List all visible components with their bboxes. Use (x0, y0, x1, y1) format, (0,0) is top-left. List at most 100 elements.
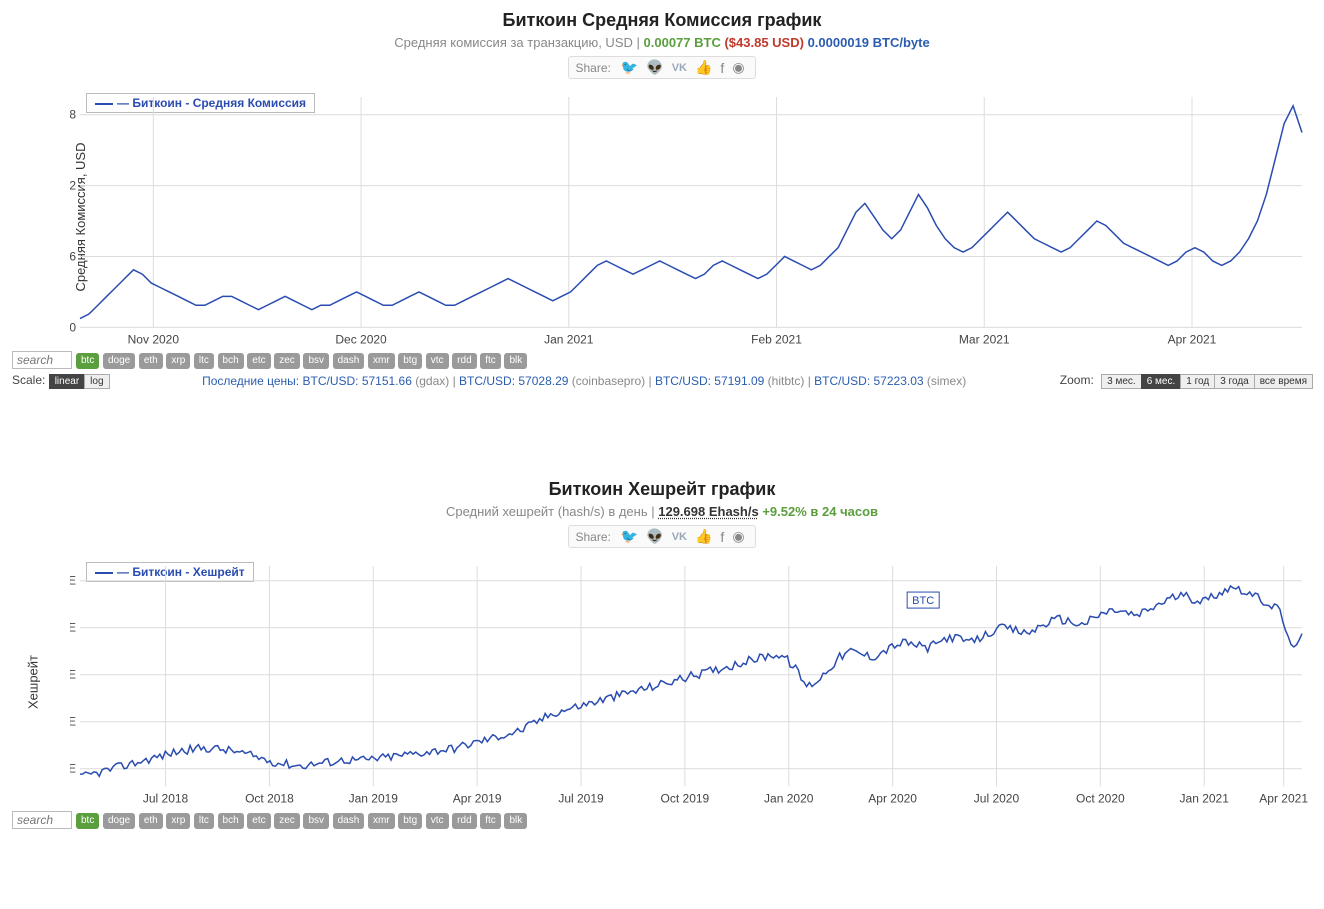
svg-text:Nov 2020: Nov 2020 (128, 332, 180, 346)
share-box: Share: 🐦 👽 VK 👍 f ◉ (568, 56, 755, 79)
facebook-icon[interactable]: f (720, 529, 724, 545)
facebook-icon[interactable]: f (720, 60, 724, 76)
svg-text:Jan 2021: Jan 2021 (544, 332, 594, 346)
coin-pill-bch[interactable]: bch (218, 353, 244, 369)
svg-text:Feb 2021: Feb 2021 (751, 332, 802, 346)
zoom-option[interactable]: 3 мес. (1101, 374, 1142, 389)
svg-text:Apr 2021: Apr 2021 (1168, 332, 1217, 346)
svg-text:Jan 2021: Jan 2021 (1180, 792, 1230, 806)
hashrate-change: +9.52% в 24 часов (762, 504, 878, 519)
coin-pill-blk[interactable]: blk (504, 813, 527, 829)
coin-pill-blk[interactable]: blk (504, 353, 527, 369)
svg-text:BTC: BTC (912, 595, 934, 607)
coin-pill-vtc[interactable]: vtc (426, 353, 449, 369)
coin-pill-eth[interactable]: eth (139, 353, 163, 369)
svg-text:Jan 2019: Jan 2019 (349, 792, 399, 806)
coin-pill-doge[interactable]: doge (103, 353, 135, 369)
coin-pill-vtc[interactable]: vtc (426, 813, 449, 829)
hashrate-chart-block: Биткоин Хешрейт график Средний хешрейт (… (0, 469, 1324, 828)
hashrate-chart-subtitle: Средний хешрейт (hash/s) в день | 129.69… (0, 504, 1324, 519)
svg-text:Jan 2020: Jan 2020 (764, 792, 814, 806)
hashrate-ylabel: Хешрейт (26, 655, 41, 709)
fee-value-btc: 0.00077 BTC (644, 35, 721, 50)
coin-pill-btc[interactable]: btc (76, 353, 99, 369)
svg-text:Apr 2021: Apr 2021 (1259, 792, 1308, 806)
hashrate-plot[interactable]: 32E 64E 96E 128E 160E Jul 2018 Oct 2018 Jan 201… (70, 556, 1312, 806)
svg-text:Jul 2018: Jul 2018 (143, 792, 189, 806)
coin-pill-xmr[interactable]: xmr (368, 353, 395, 369)
scale-log[interactable]: log (84, 374, 109, 389)
coin-pill-xrp[interactable]: xrp (166, 353, 190, 369)
svg-text:Jul 2020: Jul 2020 (974, 792, 1020, 806)
hashrate-chart-area: — Биткоин - Хешрейт Хешрейт 32E64E96E128… (12, 556, 1312, 806)
coin-pill-doge[interactable]: doge (103, 813, 135, 829)
coin-pill-xmr[interactable]: xmr (368, 813, 395, 829)
zoom-option[interactable]: 6 мес. (1141, 374, 1182, 389)
coin-pill-bsv[interactable]: bsv (303, 813, 329, 829)
reddit-icon[interactable]: 👽 (646, 528, 663, 545)
twitter-icon[interactable]: 🐦 (621, 59, 638, 76)
svg-text:160E: 160E (70, 574, 76, 588)
svg-text:32: 32 (70, 179, 76, 193)
coin-pill-btg[interactable]: btg (398, 813, 422, 829)
search-input[interactable] (12, 351, 72, 369)
scale-linear[interactable]: linear (49, 374, 85, 389)
coin-pill-rdd[interactable]: rdd (452, 353, 476, 369)
twitter-icon[interactable]: 🐦 (621, 528, 638, 545)
search-input[interactable] (12, 811, 72, 829)
hashrate-subtitle-prefix: Средний хешрейт (hash/s) в день (446, 504, 648, 519)
fee-plot[interactable]: 0163248Nov 2020Dec 2020Jan 2021Feb 2021M… (70, 87, 1312, 347)
hashrate-coin-row: btc doge eth xrp ltc bch etc zec bsv das… (12, 811, 1312, 829)
fee-subtitle-prefix: Средняя комиссия за транзакцию, USD (394, 35, 633, 50)
vk-icon[interactable]: VK (672, 531, 687, 543)
svg-text:Jul 2019: Jul 2019 (558, 792, 604, 806)
coin-pill-bch[interactable]: bch (218, 813, 244, 829)
svg-text:Mar 2021: Mar 2021 (959, 332, 1010, 346)
vk-icon[interactable]: VK (672, 62, 687, 74)
coin-pill-ltc[interactable]: ltc (194, 353, 214, 369)
coin-pill-zec[interactable]: zec (274, 813, 300, 829)
fee-chart-area: — Биткоин - Средняя Комиссия Средняя Ком… (12, 87, 1312, 347)
coin-pill-dash[interactable]: dash (333, 813, 365, 829)
svg-text:128E: 128E (70, 621, 76, 635)
fee-chart-subtitle: Средняя комиссия за транзакцию, USD | 0.… (0, 35, 1324, 50)
svg-text:32E: 32E (70, 762, 76, 776)
share-row-2: Share: 🐦 👽 VK 👍 f ◉ (0, 525, 1324, 548)
coin-pill-ltc[interactable]: ltc (194, 813, 214, 829)
like-icon[interactable]: 👍 (695, 59, 712, 76)
coin-pill-zec[interactable]: zec (274, 353, 300, 369)
fee-info-row: Scale: linearlog Последние цены: BTC/USD… (12, 373, 1312, 389)
like-icon[interactable]: 👍 (695, 528, 712, 545)
coin-pill-etc[interactable]: etc (247, 813, 270, 829)
svg-text:Oct 2018: Oct 2018 (245, 792, 294, 806)
share-row: Share: 🐦 👽 VK 👍 f ◉ (0, 56, 1324, 79)
coin-pill-ftc[interactable]: ftc (480, 353, 501, 369)
scale-group: Scale: linearlog (12, 373, 109, 389)
zoom-option[interactable]: 1 год (1180, 374, 1215, 389)
svg-text:Apr 2020: Apr 2020 (868, 792, 917, 806)
fee-chart-block: Биткоин Средняя Комиссия график Средняя … (0, 0, 1324, 389)
svg-text:48: 48 (70, 108, 76, 122)
coin-pill-btg[interactable]: btg (398, 353, 422, 369)
coin-pill-bsv[interactable]: bsv (303, 353, 329, 369)
coin-pill-dash[interactable]: dash (333, 353, 365, 369)
coin-pill-ftc[interactable]: ftc (480, 813, 501, 829)
weibo-icon[interactable]: ◉ (732, 528, 744, 545)
svg-text:64E: 64E (70, 715, 76, 729)
coin-pill-rdd[interactable]: rdd (452, 813, 476, 829)
fee-coin-row: btc doge eth xrp ltc bch etc zec bsv das… (12, 351, 1312, 369)
zoom-option[interactable]: все время (1254, 374, 1313, 389)
hashrate-value: 129.698 Ehash/s (658, 504, 758, 519)
svg-text:Dec 2020: Dec 2020 (335, 332, 387, 346)
reddit-icon[interactable]: 👽 (646, 59, 663, 76)
zoom-option[interactable]: 3 года (1214, 374, 1255, 389)
coin-pill-xrp[interactable]: xrp (166, 813, 190, 829)
fee-value-btcbyte: 0.0000019 BTC/byte (808, 35, 930, 50)
coin-pill-btc[interactable]: btc (76, 813, 99, 829)
hashrate-chart-title: Биткоин Хешрейт график (0, 479, 1324, 500)
weibo-icon[interactable]: ◉ (732, 59, 744, 76)
share-label: Share: (575, 61, 610, 75)
svg-text:96E: 96E (70, 668, 76, 682)
coin-pill-eth[interactable]: eth (139, 813, 163, 829)
coin-pill-etc[interactable]: etc (247, 353, 270, 369)
